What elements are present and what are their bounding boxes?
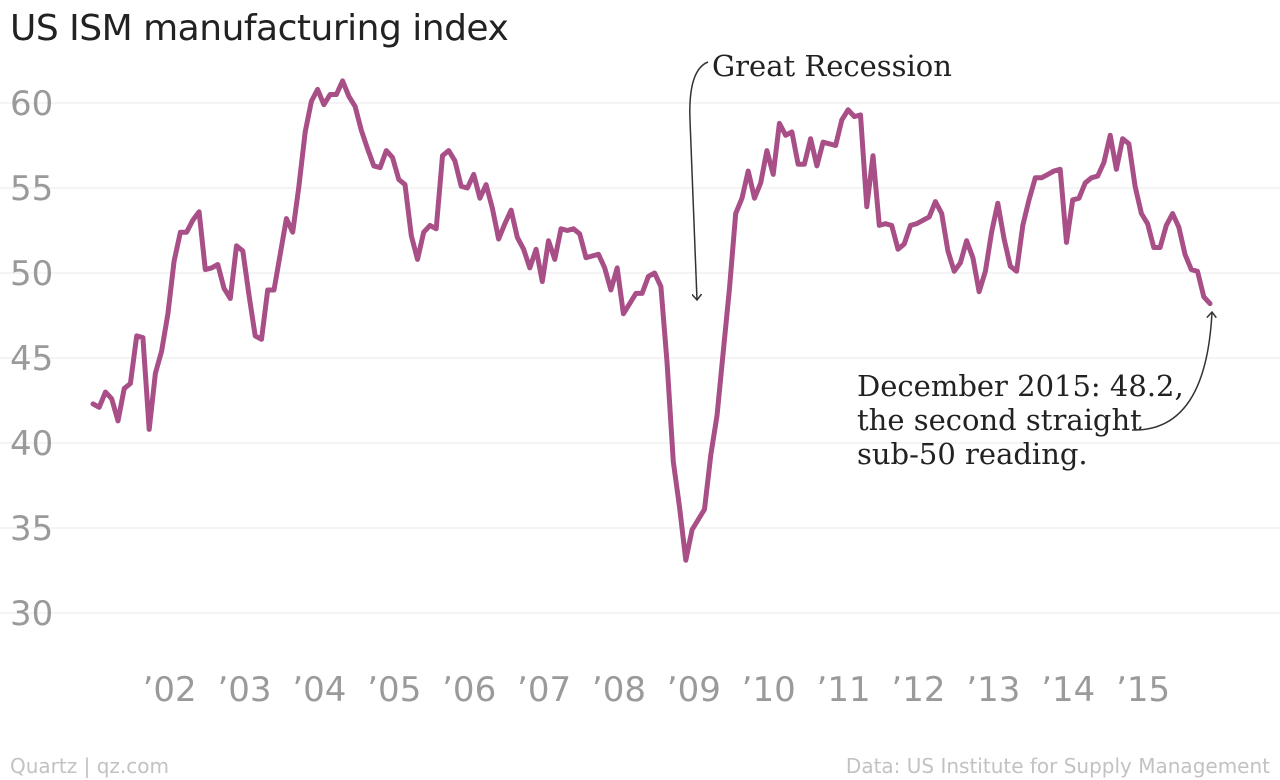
chart-title: US ISM manufacturing index bbox=[10, 8, 509, 49]
y-tick-label: 40 bbox=[10, 424, 53, 464]
x-tick-label: ’13 bbox=[966, 670, 1020, 710]
x-tick-label: ’08 bbox=[592, 670, 646, 710]
x-tick-label: ’03 bbox=[217, 670, 271, 710]
x-tick-label: ’07 bbox=[517, 670, 571, 710]
y-tick-label: 30 bbox=[10, 594, 53, 634]
x-axis: ’02 ’03 ’04 ’05 ’06 ’07 ’08 ’09 ’10 ’11 ’12 ’13 ’14 ’… bbox=[143, 670, 1171, 710]
y-tick-label: 45 bbox=[10, 339, 53, 379]
x-tick-label: ’02 bbox=[143, 670, 197, 710]
arrow-december-2015 bbox=[1131, 312, 1212, 431]
x-tick-label: ’06 bbox=[442, 670, 496, 710]
arrow-great-recession bbox=[689, 61, 709, 300]
y-tick-label: 35 bbox=[10, 509, 53, 549]
y-tick-label: 60 bbox=[10, 84, 53, 124]
series-line-ism bbox=[90, 78, 1213, 563]
grid-lines bbox=[0, 102, 1280, 614]
x-tick-label: ’11 bbox=[817, 670, 871, 710]
footer-source-right: Data: US Institute for Supply Management bbox=[845, 754, 1270, 778]
footer-source-left: Quartz | qz.com bbox=[10, 754, 169, 778]
y-axis: 30 35 40 45 50 55 60 bbox=[10, 84, 53, 634]
x-tick-label: ’10 bbox=[742, 670, 796, 710]
x-tick-label: ’05 bbox=[367, 670, 421, 710]
annotation-december-2015-line: sub-50 reading. bbox=[857, 437, 1088, 471]
y-tick-label: 50 bbox=[10, 254, 53, 294]
x-tick-label: ’15 bbox=[1116, 670, 1170, 710]
x-tick-label: ’04 bbox=[292, 670, 346, 710]
annotations: Great Recession December 2015: 48.2,the s… bbox=[689, 49, 1212, 471]
x-tick-label: ’14 bbox=[1041, 670, 1095, 710]
annotation-december-2015-line: the second straight bbox=[857, 403, 1142, 437]
annotation-december-2015-line: December 2015: 48.2, bbox=[857, 369, 1184, 403]
x-tick-label: ’09 bbox=[667, 670, 721, 710]
annotation-great-recession: Great Recession bbox=[712, 49, 952, 83]
y-tick-label: 55 bbox=[10, 169, 53, 209]
x-tick-label: ’12 bbox=[891, 670, 945, 710]
